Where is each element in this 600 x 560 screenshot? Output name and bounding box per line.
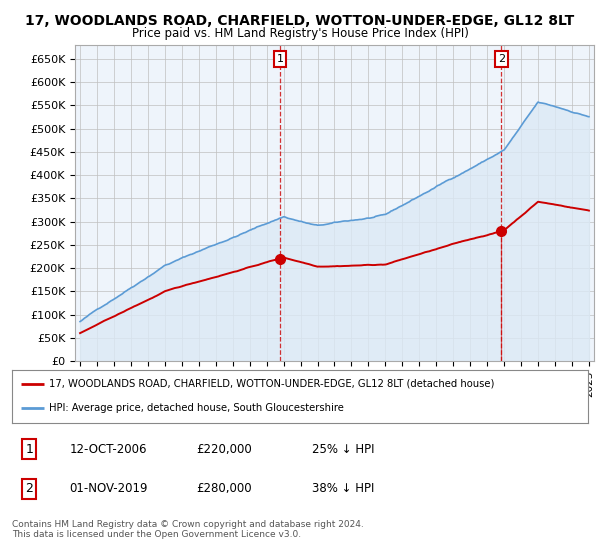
- Text: 01-NOV-2019: 01-NOV-2019: [70, 483, 148, 496]
- Text: 2: 2: [25, 483, 33, 496]
- Text: 17, WOODLANDS ROAD, CHARFIELD, WOTTON-UNDER-EDGE, GL12 8LT (detached house): 17, WOODLANDS ROAD, CHARFIELD, WOTTON-UN…: [49, 379, 495, 389]
- Text: 12-OCT-2006: 12-OCT-2006: [70, 442, 147, 455]
- Text: 1: 1: [25, 442, 33, 455]
- Text: 17, WOODLANDS ROAD, CHARFIELD, WOTTON-UNDER-EDGE, GL12 8LT: 17, WOODLANDS ROAD, CHARFIELD, WOTTON-UN…: [25, 14, 575, 28]
- Text: HPI: Average price, detached house, South Gloucestershire: HPI: Average price, detached house, Sout…: [49, 403, 344, 413]
- Text: 25% ↓ HPI: 25% ↓ HPI: [311, 442, 374, 455]
- Text: 1: 1: [277, 54, 284, 64]
- Text: 2: 2: [497, 54, 505, 64]
- Text: 38% ↓ HPI: 38% ↓ HPI: [311, 483, 374, 496]
- Text: £220,000: £220,000: [196, 442, 252, 455]
- Text: Price paid vs. HM Land Registry's House Price Index (HPI): Price paid vs. HM Land Registry's House …: [131, 27, 469, 40]
- Text: Contains HM Land Registry data © Crown copyright and database right 2024.
This d: Contains HM Land Registry data © Crown c…: [12, 520, 364, 539]
- Text: £280,000: £280,000: [196, 483, 252, 496]
